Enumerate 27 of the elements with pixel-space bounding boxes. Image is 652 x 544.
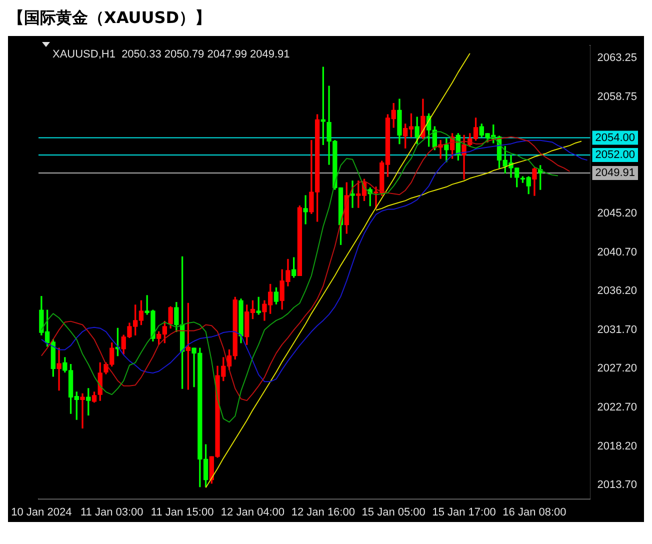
ref-line-label: 2052.00 <box>595 149 636 162</box>
y-tick-label: 2031.70 <box>597 324 638 336</box>
candlestick <box>80 393 85 428</box>
x-tick-label: 11 Jan 03:00 <box>80 506 144 518</box>
candlestick <box>56 348 62 391</box>
y-tick-label: 2022.70 <box>597 402 638 414</box>
y-tick-label: 2058.75 <box>597 90 638 103</box>
y-tick-label: 2013.70 <box>597 479 638 492</box>
annotation: XAUUSD,H1 2050.33 2050.79 2047.99 2049.91 <box>52 48 290 61</box>
y-tick-label: 2036.20 <box>597 285 638 298</box>
y-tick-label: 2018.20 <box>597 440 638 452</box>
y-tick-label: 2027.20 <box>597 362 638 375</box>
ref-line-label: 2049.91 <box>595 167 636 180</box>
y-tick-label: 2045.20 <box>597 208 638 220</box>
x-tick-label: 12 Jan 04:00 <box>220 506 285 518</box>
ref-line-label: 2054.00 <box>595 132 636 144</box>
x-tick-label: 10 Jan 2024 <box>11 506 72 518</box>
candlestick <box>303 195 308 224</box>
x-tick-label: 15 Jan 05:00 <box>362 506 426 518</box>
x-tick-label: 11 Jan 15:00 <box>150 506 214 518</box>
y-tick-label: 2063.25 <box>597 52 638 64</box>
chart-title: 【国际黄金（XAUUSD）】 <box>8 8 212 29</box>
x-tick-label: 15 Jan 17:00 <box>432 506 496 518</box>
candlestick <box>350 180 355 208</box>
x-tick-label: 12 Jan 16:00 <box>291 506 355 518</box>
y-tick-label: 2040.70 <box>597 246 638 258</box>
x-tick-label: 16 Jan 08:00 <box>502 506 566 518</box>
